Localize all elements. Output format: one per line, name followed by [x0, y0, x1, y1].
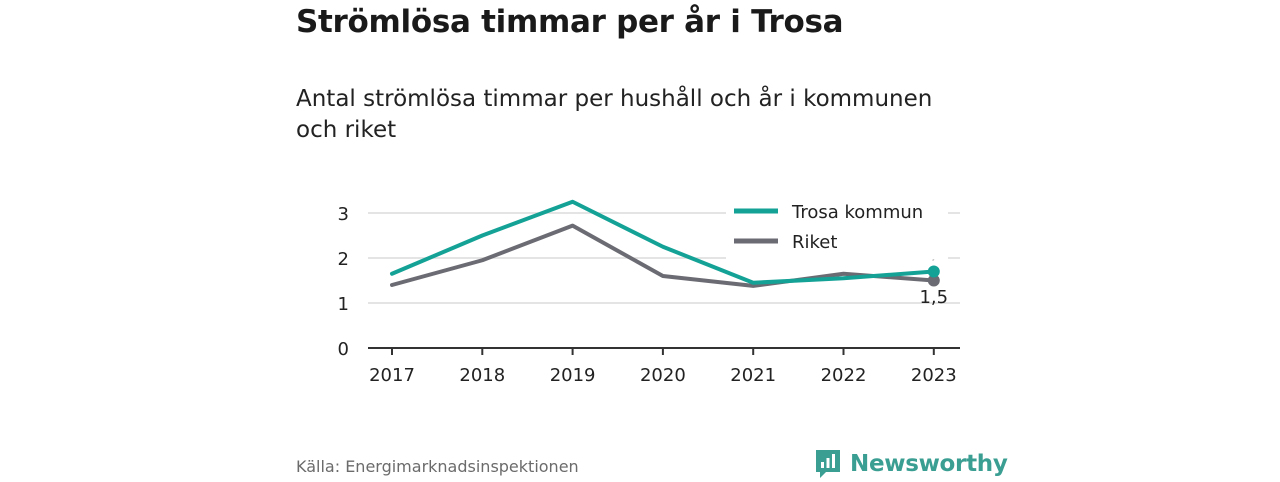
x-tick-label: 2018 — [459, 365, 505, 386]
y-tick-label: 1 — [338, 294, 349, 315]
series-line-trosa — [390, 199, 936, 285]
end-point-trosa — [927, 265, 940, 278]
brand-logo: Newsworthy — [814, 446, 1008, 482]
chart-title: Strömlösa timmar per år i Trosa — [296, 4, 844, 40]
end-point-riket — [927, 274, 940, 287]
x-tick-label: 2017 — [369, 365, 415, 386]
y-tick-label: 0 — [338, 339, 349, 360]
x-tick-label: 2020 — [640, 365, 686, 386]
x-tick-label: 2021 — [730, 365, 776, 386]
chart-subtitle: Antal strömlösa timmar per hushåll och å… — [296, 86, 933, 143]
x-tick-label: 2023 — [911, 365, 957, 386]
end-label-riket: 1,5 — [919, 287, 948, 308]
legend-label-trosa: Trosa kommun — [791, 202, 923, 223]
y-tick-label: 3 — [338, 204, 349, 225]
brand-name: Newsworthy — [850, 451, 1008, 477]
x-tick-label: 2019 — [550, 365, 596, 386]
source-note: Källa: Energimarknadsinspektionen — [296, 457, 579, 476]
newsworthy-logo-icon — [816, 450, 840, 478]
series-line-riket — [390, 223, 936, 288]
y-tick-label: 2 — [338, 249, 349, 270]
legend-background — [726, 197, 948, 259]
x-tick-label: 2022 — [821, 365, 867, 386]
legend-label-riket: Riket — [792, 232, 837, 253]
